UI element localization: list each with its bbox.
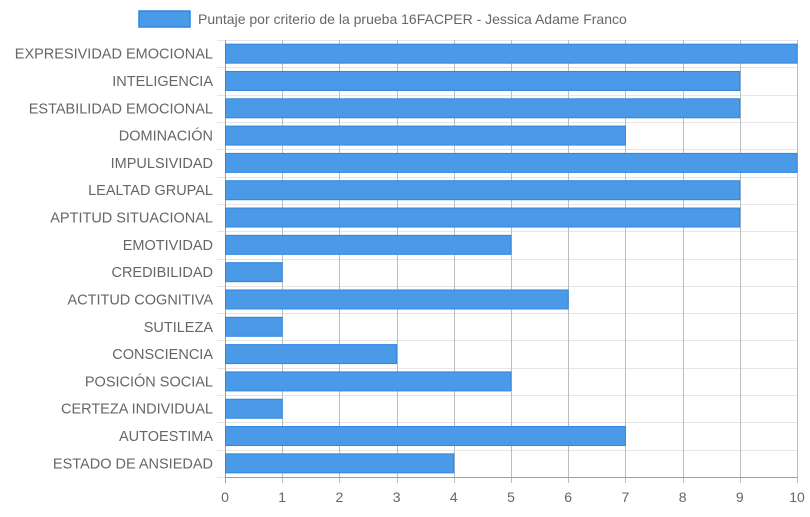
bar[interactable] <box>225 289 569 310</box>
y-tick-label: CONSCIENCIA <box>112 347 213 363</box>
x-tick-label: 6 <box>564 489 572 505</box>
y-tick-label: DOMINACIÓN <box>119 128 213 145</box>
bar[interactable] <box>225 453 455 474</box>
y-tick-label: APTITUD SITUACIONAL <box>50 211 213 227</box>
bar[interactable] <box>225 398 283 419</box>
bar[interactable] <box>225 426 626 447</box>
bar[interactable] <box>225 344 398 365</box>
y-tick-label: EXPRESIVIDAD EMOCIONAL <box>15 47 213 63</box>
y-tick-label: AUTOESTIMA <box>119 429 213 445</box>
x-tick-label: 1 <box>278 489 286 505</box>
bar[interactable] <box>225 234 512 255</box>
bar[interactable] <box>225 207 741 228</box>
x-tick-label: 3 <box>393 489 401 505</box>
legend[interactable]: Puntaje por criterio de la prueba 16FACP… <box>138 10 627 28</box>
x-tick-label: 7 <box>622 489 630 505</box>
y-tick-label: ACTITUD COGNITIVA <box>67 292 213 308</box>
x-tick-label: 8 <box>679 489 687 505</box>
bar[interactable] <box>225 43 798 64</box>
bar[interactable] <box>225 262 283 283</box>
bar[interactable] <box>225 180 741 201</box>
bars <box>225 43 798 474</box>
bar[interactable] <box>225 125 626 146</box>
x-tick-label: 2 <box>336 489 344 505</box>
grid <box>217 40 798 483</box>
bar[interactable] <box>225 371 512 392</box>
y-tick-label: IMPULSIVIDAD <box>111 156 213 172</box>
bar[interactable] <box>225 98 741 119</box>
x-tick-label: 10 <box>789 489 805 505</box>
bar[interactable] <box>225 316 283 337</box>
y-axis-labels: EXPRESIVIDAD EMOCIONAL INTELIGENCIA ESTABI… <box>15 47 214 473</box>
legend-label[interactable]: Puntaje por criterio de la prueba 16FACP… <box>198 11 627 27</box>
legend-swatch[interactable] <box>138 10 191 28</box>
bar[interactable] <box>225 152 798 173</box>
bar[interactable] <box>225 70 741 91</box>
x-tick-label: 4 <box>450 489 458 505</box>
x-axis-labels: 0 1 2 3 4 5 6 7 8 9 10 <box>221 489 805 505</box>
x-tick-label: 9 <box>736 489 744 505</box>
y-tick-label: SUTILEZA <box>144 320 214 336</box>
y-tick-label: ESTADO DE ANSIEDAD <box>53 456 213 472</box>
y-tick-label: POSICIÓN SOCIAL <box>85 373 213 390</box>
y-tick-label: EMOTIVIDAD <box>123 238 213 254</box>
x-tick-label: 5 <box>507 489 515 505</box>
y-tick-label: CERTEZA INDIVIDUAL <box>61 402 213 418</box>
y-tick-label: ESTABILIDAD EMOCIONAL <box>29 101 213 117</box>
x-tick-label: 0 <box>221 489 229 505</box>
y-tick-label: CREDIBILIDAD <box>111 265 213 281</box>
y-tick-label: LEALTAD GRUPAL <box>88 183 213 199</box>
y-tick-label: INTELIGENCIA <box>112 74 213 90</box>
